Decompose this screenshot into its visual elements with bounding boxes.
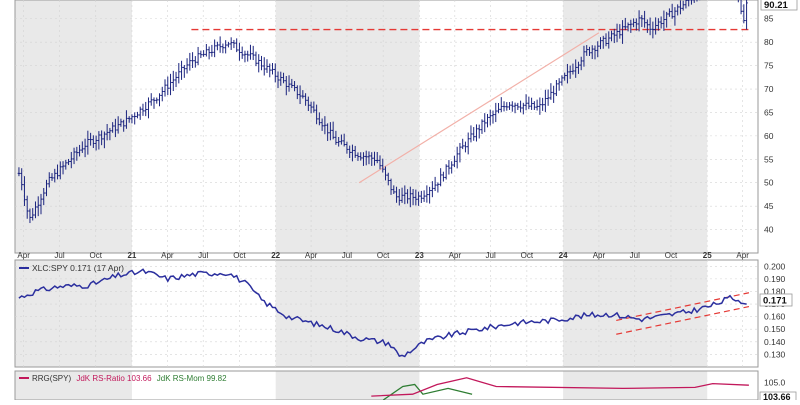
x-axis: Apr Jul Oct 21 Apr Jul Oct 22 Apr Jul Oct 23 Apr Jul O… — [17, 251, 749, 260]
year-band — [15, 260, 132, 367]
x-tick-label: Oct — [377, 251, 390, 260]
price-tick-label: 60 — [764, 131, 774, 141]
year-band — [563, 371, 708, 400]
price-tick-label: 70 — [764, 84, 774, 94]
price-y-axis: 40 45 50 55 60 65 70 75 80 85 — [764, 14, 774, 235]
year-band — [563, 0, 708, 253]
ratio-plot — [18, 268, 750, 358]
last-value-labels: 90.21 0.171 103.66 — [759, 0, 798, 404]
rrg-legend: RRG(SPY) JdK RS-Ratio 103.66 JdK RS-Mom … — [19, 374, 227, 383]
x-tick-label: Jul — [630, 251, 640, 260]
time-bands — [15, 371, 708, 400]
x-tick-label: Apr — [449, 251, 462, 260]
x-tick-label: Apr — [593, 251, 606, 260]
price-tick-label: 40 — [764, 225, 774, 235]
rs-momentum-line — [382, 383, 473, 400]
x-tick-label: Apr — [736, 251, 749, 260]
price-tick-label: 75 — [764, 61, 774, 71]
price-last-value: 90.21 — [764, 0, 788, 11]
x-tick-label: 24 — [559, 251, 568, 260]
rrg-y-axis: 105.0 — [764, 378, 786, 388]
ratio-line — [18, 268, 747, 358]
year-band — [275, 371, 420, 400]
year-band — [15, 371, 132, 400]
price-tick-label: 55 — [764, 154, 774, 164]
ratio-legend: XLC:SPY 0.171 (17 Apr) — [19, 263, 124, 273]
x-tick-label: Apr — [305, 251, 318, 260]
ratio-last-value: 0.171 — [763, 296, 787, 307]
x-tick-label: Apr — [161, 251, 174, 260]
rrg-last-value: 103.66 — [763, 392, 791, 400]
rrg-legend-ratio: JdK RS-Ratio 103.66 — [76, 374, 152, 383]
year-band — [275, 0, 420, 253]
trend-guide-line — [358, 32, 600, 184]
x-tick-label: Jul — [54, 251, 64, 260]
gridlines — [15, 0, 758, 367]
ratio-tick-label: 0.150 — [764, 324, 786, 334]
rrg-legend-momentum: JdK RS-Mom 99.82 — [157, 374, 227, 383]
time-bands — [15, 260, 708, 367]
ratio-tick-label: 0.160 — [764, 312, 786, 322]
x-tick-label: Oct — [89, 251, 102, 260]
price-last-box — [760, 0, 798, 11]
year-band — [563, 260, 708, 367]
x-tick-label: Jul — [342, 251, 352, 260]
ratio-legend-text: XLC:SPY 0.171 (17 Apr) — [32, 263, 124, 273]
price-tick-label: 80 — [764, 37, 774, 47]
ratio-tick-label: 0.180 — [764, 286, 786, 296]
channel-lower-line — [616, 305, 750, 335]
rrg-plot — [371, 377, 749, 400]
x-tick-label: 21 — [127, 251, 136, 260]
x-tick-label: Apr — [17, 251, 30, 260]
rrg-legend-prefix: RRG(SPY) — [32, 374, 71, 383]
ratio-tick-label: 0.140 — [764, 337, 786, 347]
ratio-last-box — [759, 293, 793, 307]
price-tick-label: 65 — [764, 107, 774, 117]
ratio-tick-label: 0.190 — [764, 274, 786, 284]
rrg-legend-text: RRG(SPY) JdK RS-Ratio 103.66 JdK RS-Mom … — [32, 374, 227, 383]
price-tick-label: 85 — [764, 14, 774, 24]
x-tick-label: 25 — [703, 251, 712, 260]
rs-ratio-line — [371, 377, 749, 397]
x-tick-label: Oct — [233, 251, 246, 260]
x-tick-label: 23 — [415, 251, 424, 260]
x-tick-label: Oct — [521, 251, 534, 260]
rrg-tick-label: 105.0 — [764, 378, 786, 388]
year-band — [275, 260, 420, 367]
price-tick-label: 45 — [764, 201, 774, 211]
price-tick-label: 50 — [764, 178, 774, 188]
ratio-tick-label: 0.130 — [764, 349, 786, 359]
ratio-tick-label: 0.200 — [764, 261, 786, 271]
x-tick-label: Jul — [198, 251, 208, 260]
x-tick-label: Oct — [665, 251, 678, 260]
x-tick-label: Jul — [486, 251, 496, 260]
x-tick-label: 22 — [271, 251, 280, 260]
price-bars — [17, 0, 748, 224]
